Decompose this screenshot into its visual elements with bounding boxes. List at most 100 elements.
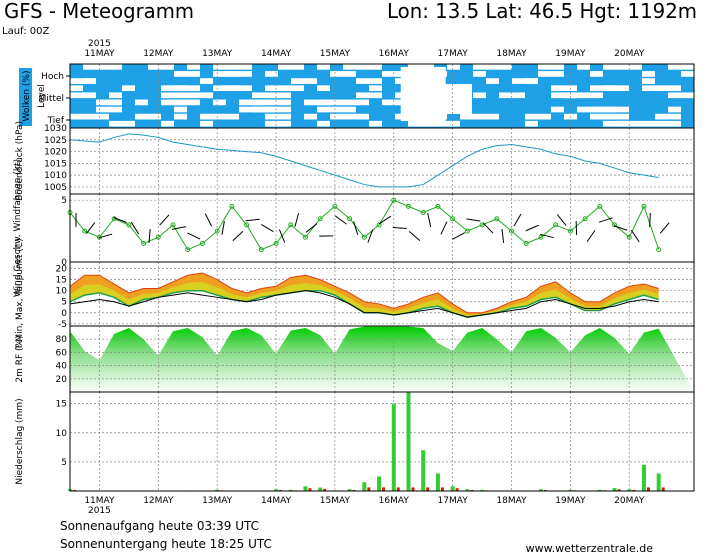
wind-point: [626, 234, 632, 240]
wind-point: [361, 234, 367, 240]
top-day-label: 18MAY: [496, 49, 527, 59]
wind-barb: [172, 226, 186, 230]
y-axis-label: Wolken (%): [22, 71, 32, 122]
wind-barb: [261, 223, 274, 233]
cloud-gap: [603, 64, 616, 70]
cloud-gap: [135, 113, 161, 120]
cloud-gap: [70, 113, 83, 120]
top-day-label: 20MAY: [614, 49, 645, 59]
precip-conv-bar: [543, 489, 547, 491]
cloud-gap: [525, 120, 538, 127]
bottom-day-label: 15MAY: [320, 496, 351, 506]
wind-barb: [98, 233, 113, 239]
wind-point: [317, 216, 323, 222]
cloud-gap: [330, 71, 356, 77]
precip-conv-bar: [617, 489, 621, 491]
cloud-gap: [616, 85, 629, 92]
cloud-gap: [70, 92, 96, 99]
precip-bar: [288, 489, 293, 491]
top-year-label: 2015: [88, 39, 111, 49]
wind-barb: [452, 232, 466, 240]
precip-conv-bar: [352, 489, 356, 491]
cloud-gap: [473, 92, 486, 99]
precip-bar: [362, 482, 367, 491]
bottom-day-label: 18MAY: [496, 496, 527, 506]
cloud-gap: [525, 113, 551, 120]
cloud-gap: [486, 78, 499, 84]
wind-point: [347, 216, 353, 222]
level-label: Hoch: [41, 72, 64, 82]
cloud-gap: [239, 71, 252, 77]
precip-conv-bar: [470, 489, 474, 491]
cloud-gap: [642, 120, 668, 127]
y-tick-label: 0: [61, 309, 67, 319]
cloud-gap: [252, 92, 278, 99]
humidity-area: [70, 326, 694, 392]
cloud-gap: [278, 92, 291, 99]
wind-point: [302, 234, 308, 240]
cloud-gap: [486, 64, 512, 70]
cloud-gap: [265, 106, 291, 113]
bottom-day-label: 17MAY: [438, 496, 469, 506]
cloud-gap: [83, 113, 109, 120]
wind-barb: [525, 224, 539, 232]
wind-barb: [501, 228, 505, 244]
precip-bar: [465, 489, 470, 491]
wind-barb: [353, 221, 359, 235]
cloud-gap: [668, 85, 681, 92]
cloud-gap: [473, 71, 486, 77]
wind-point: [82, 228, 88, 234]
y-tick-label: 5: [61, 298, 67, 308]
y-tick-label: 10: [56, 287, 68, 297]
cloud-gap: [590, 71, 603, 77]
wind-point: [656, 247, 662, 253]
precip-conv-bar: [323, 488, 327, 491]
bottom-day-label: 14MAY: [261, 496, 292, 506]
y-axis-label: Niederschlag (mm): [15, 398, 25, 484]
wind-point: [391, 197, 397, 203]
wind-point: [199, 240, 205, 246]
cloud-gap: [161, 120, 174, 127]
wind-barb: [630, 229, 640, 243]
precip-conv-bar: [396, 487, 400, 491]
cloud-gap: [213, 99, 226, 106]
precip-conv-bar: [411, 487, 415, 491]
run-label: Lauf: 00Z: [2, 26, 49, 37]
y-tick-label: 80: [56, 335, 68, 345]
wind-barb: [294, 213, 300, 227]
precip-bar: [421, 450, 426, 491]
cloud-gap: [213, 64, 226, 70]
bottom-day-label: 12MAY: [143, 496, 174, 506]
cloud-gap: [187, 99, 200, 106]
wind-point: [523, 240, 529, 246]
y-tick-label: 20: [56, 265, 68, 275]
y-tick-label: 40: [56, 362, 68, 372]
cloud-gap: [616, 64, 642, 70]
wind-point: [376, 222, 382, 228]
y-tick-label: 15: [56, 276, 67, 286]
cloud-gap: [538, 64, 564, 70]
wind-point: [273, 240, 279, 246]
cloud-gap: [382, 99, 408, 106]
cloud-gap: [668, 92, 694, 99]
cloud-gap: [369, 120, 382, 127]
precip-bar: [641, 464, 646, 491]
y-axis-label: 2m RF (%): [15, 335, 25, 382]
wind-barb: [440, 221, 448, 235]
wind-point: [597, 203, 603, 209]
cloud-gap: [291, 78, 317, 84]
wind-point: [141, 240, 147, 246]
wind-barb: [392, 227, 407, 229]
wind-point: [435, 203, 441, 209]
cloud-gap: [668, 106, 681, 113]
wind-barb: [245, 218, 260, 222]
wind-barb: [86, 222, 96, 234]
cloud-gap: [356, 64, 382, 70]
wind-barb: [540, 233, 554, 239]
cloud-gap: [525, 78, 538, 84]
y-tick-label: 1025: [44, 136, 67, 146]
cloud-gap: [564, 92, 590, 99]
wind-barb: [187, 232, 201, 240]
cloud-gap: [174, 71, 200, 77]
cloud-legend-swatch: [19, 68, 32, 126]
